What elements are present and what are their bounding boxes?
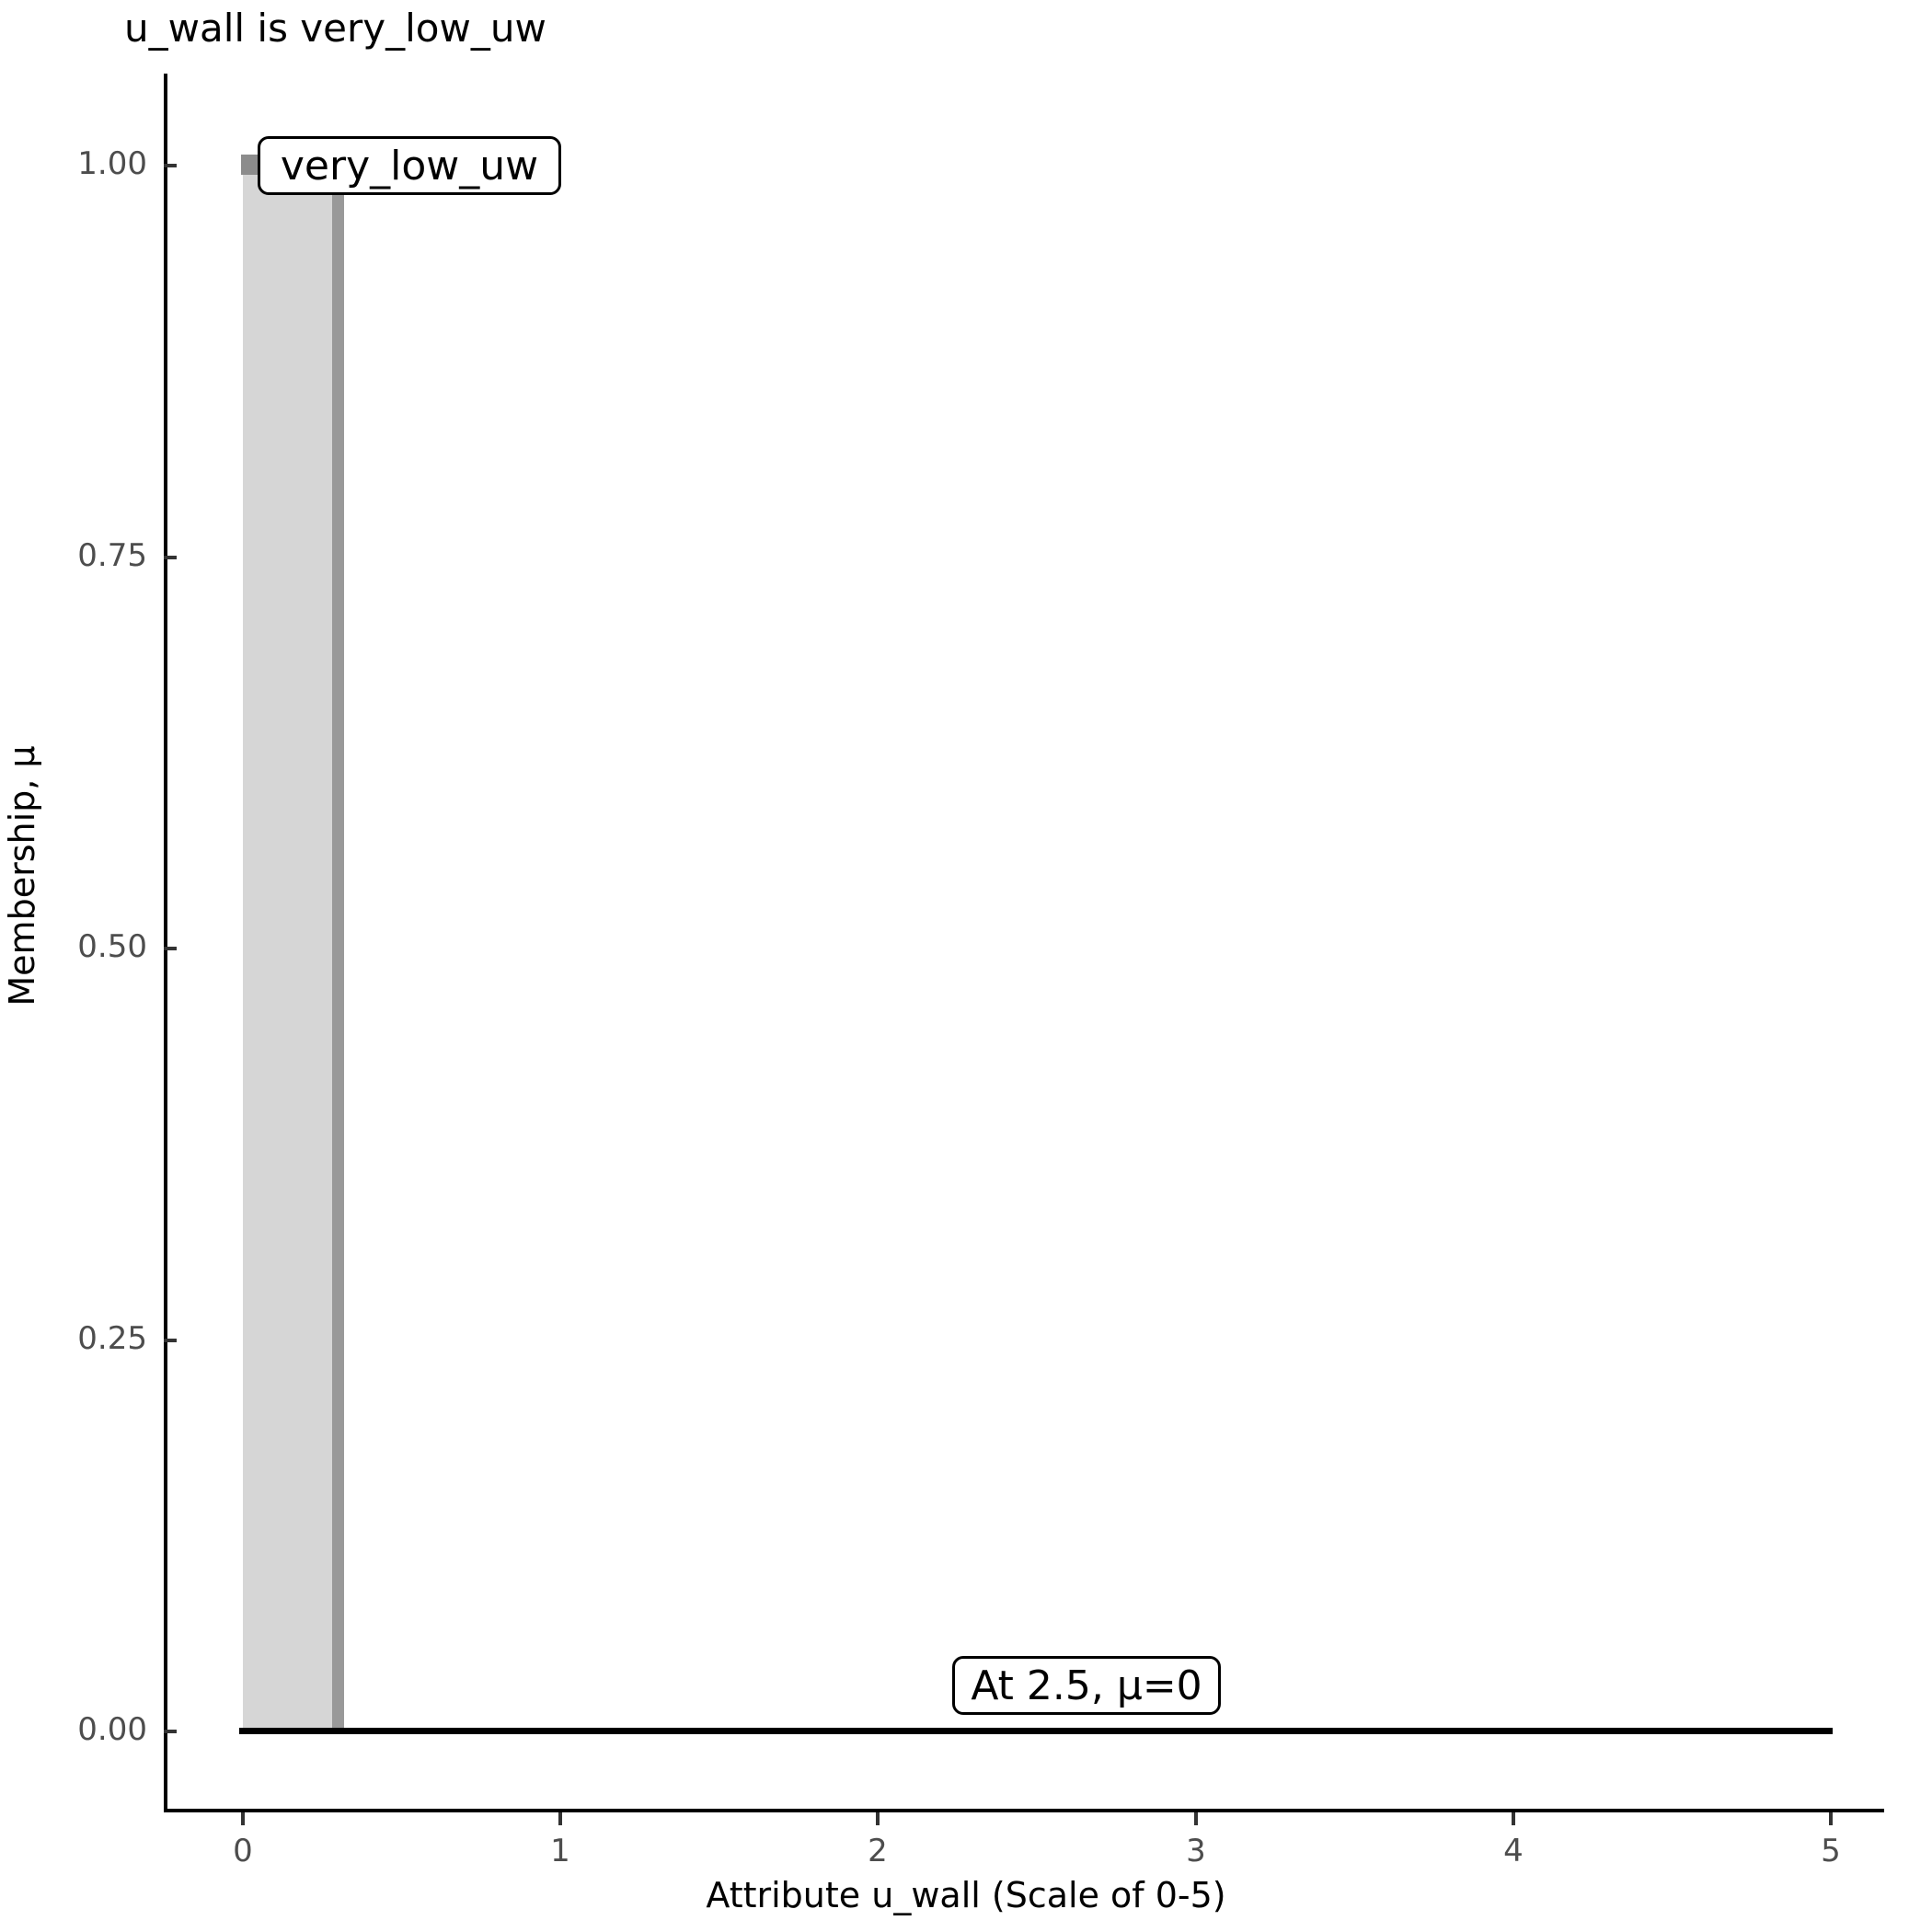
membership-area-fill [243,166,333,1731]
y-tick-label-000: 0.00 [77,1711,147,1748]
y-tick-025 [164,1339,177,1342]
evaluation-point-label: At 2.5, μ=0 [971,1662,1202,1709]
membership-zero-baseline [239,1728,1833,1734]
y-axis-label: Membership, μ [2,745,42,1006]
legend-box[interactable]: very_low_uw [258,136,561,195]
membership-falling-edge [332,161,344,1733]
chart-title: u_wall is very_low_uw [124,6,546,51]
y-tick-050 [164,947,177,950]
x-tick-label-2: 2 [868,1833,888,1869]
x-axis-spine [164,1809,1884,1812]
x-tick-3 [1194,1812,1198,1825]
x-tick-label-3: 3 [1186,1833,1206,1869]
x-tick-label-0: 0 [233,1833,253,1869]
legend-label: very_low_uw [280,142,539,190]
y-tick-label-075: 0.75 [77,537,147,574]
x-tick-label-1: 1 [550,1833,570,1869]
y-tick-label-1: 1.00 [77,145,147,182]
y-tick-label-025: 0.25 [77,1320,147,1357]
y-tick-label-050: 0.50 [77,928,147,965]
x-tick-label-5: 5 [1821,1833,1841,1869]
evaluation-point-annotation[interactable]: At 2.5, μ=0 [952,1656,1221,1715]
y-axis-spine [164,74,167,1812]
y-tick-1 [164,164,177,167]
y-tick-000 [164,1730,177,1733]
x-tick-label-4: 4 [1503,1833,1524,1869]
x-axis-label: Attribute u_wall (Scale of 0-5) [706,1875,1226,1915]
x-tick-5 [1829,1812,1833,1825]
x-tick-4 [1512,1812,1515,1825]
y-tick-075 [164,556,177,559]
x-tick-1 [558,1812,562,1825]
x-tick-0 [241,1812,245,1825]
x-tick-2 [876,1812,880,1825]
